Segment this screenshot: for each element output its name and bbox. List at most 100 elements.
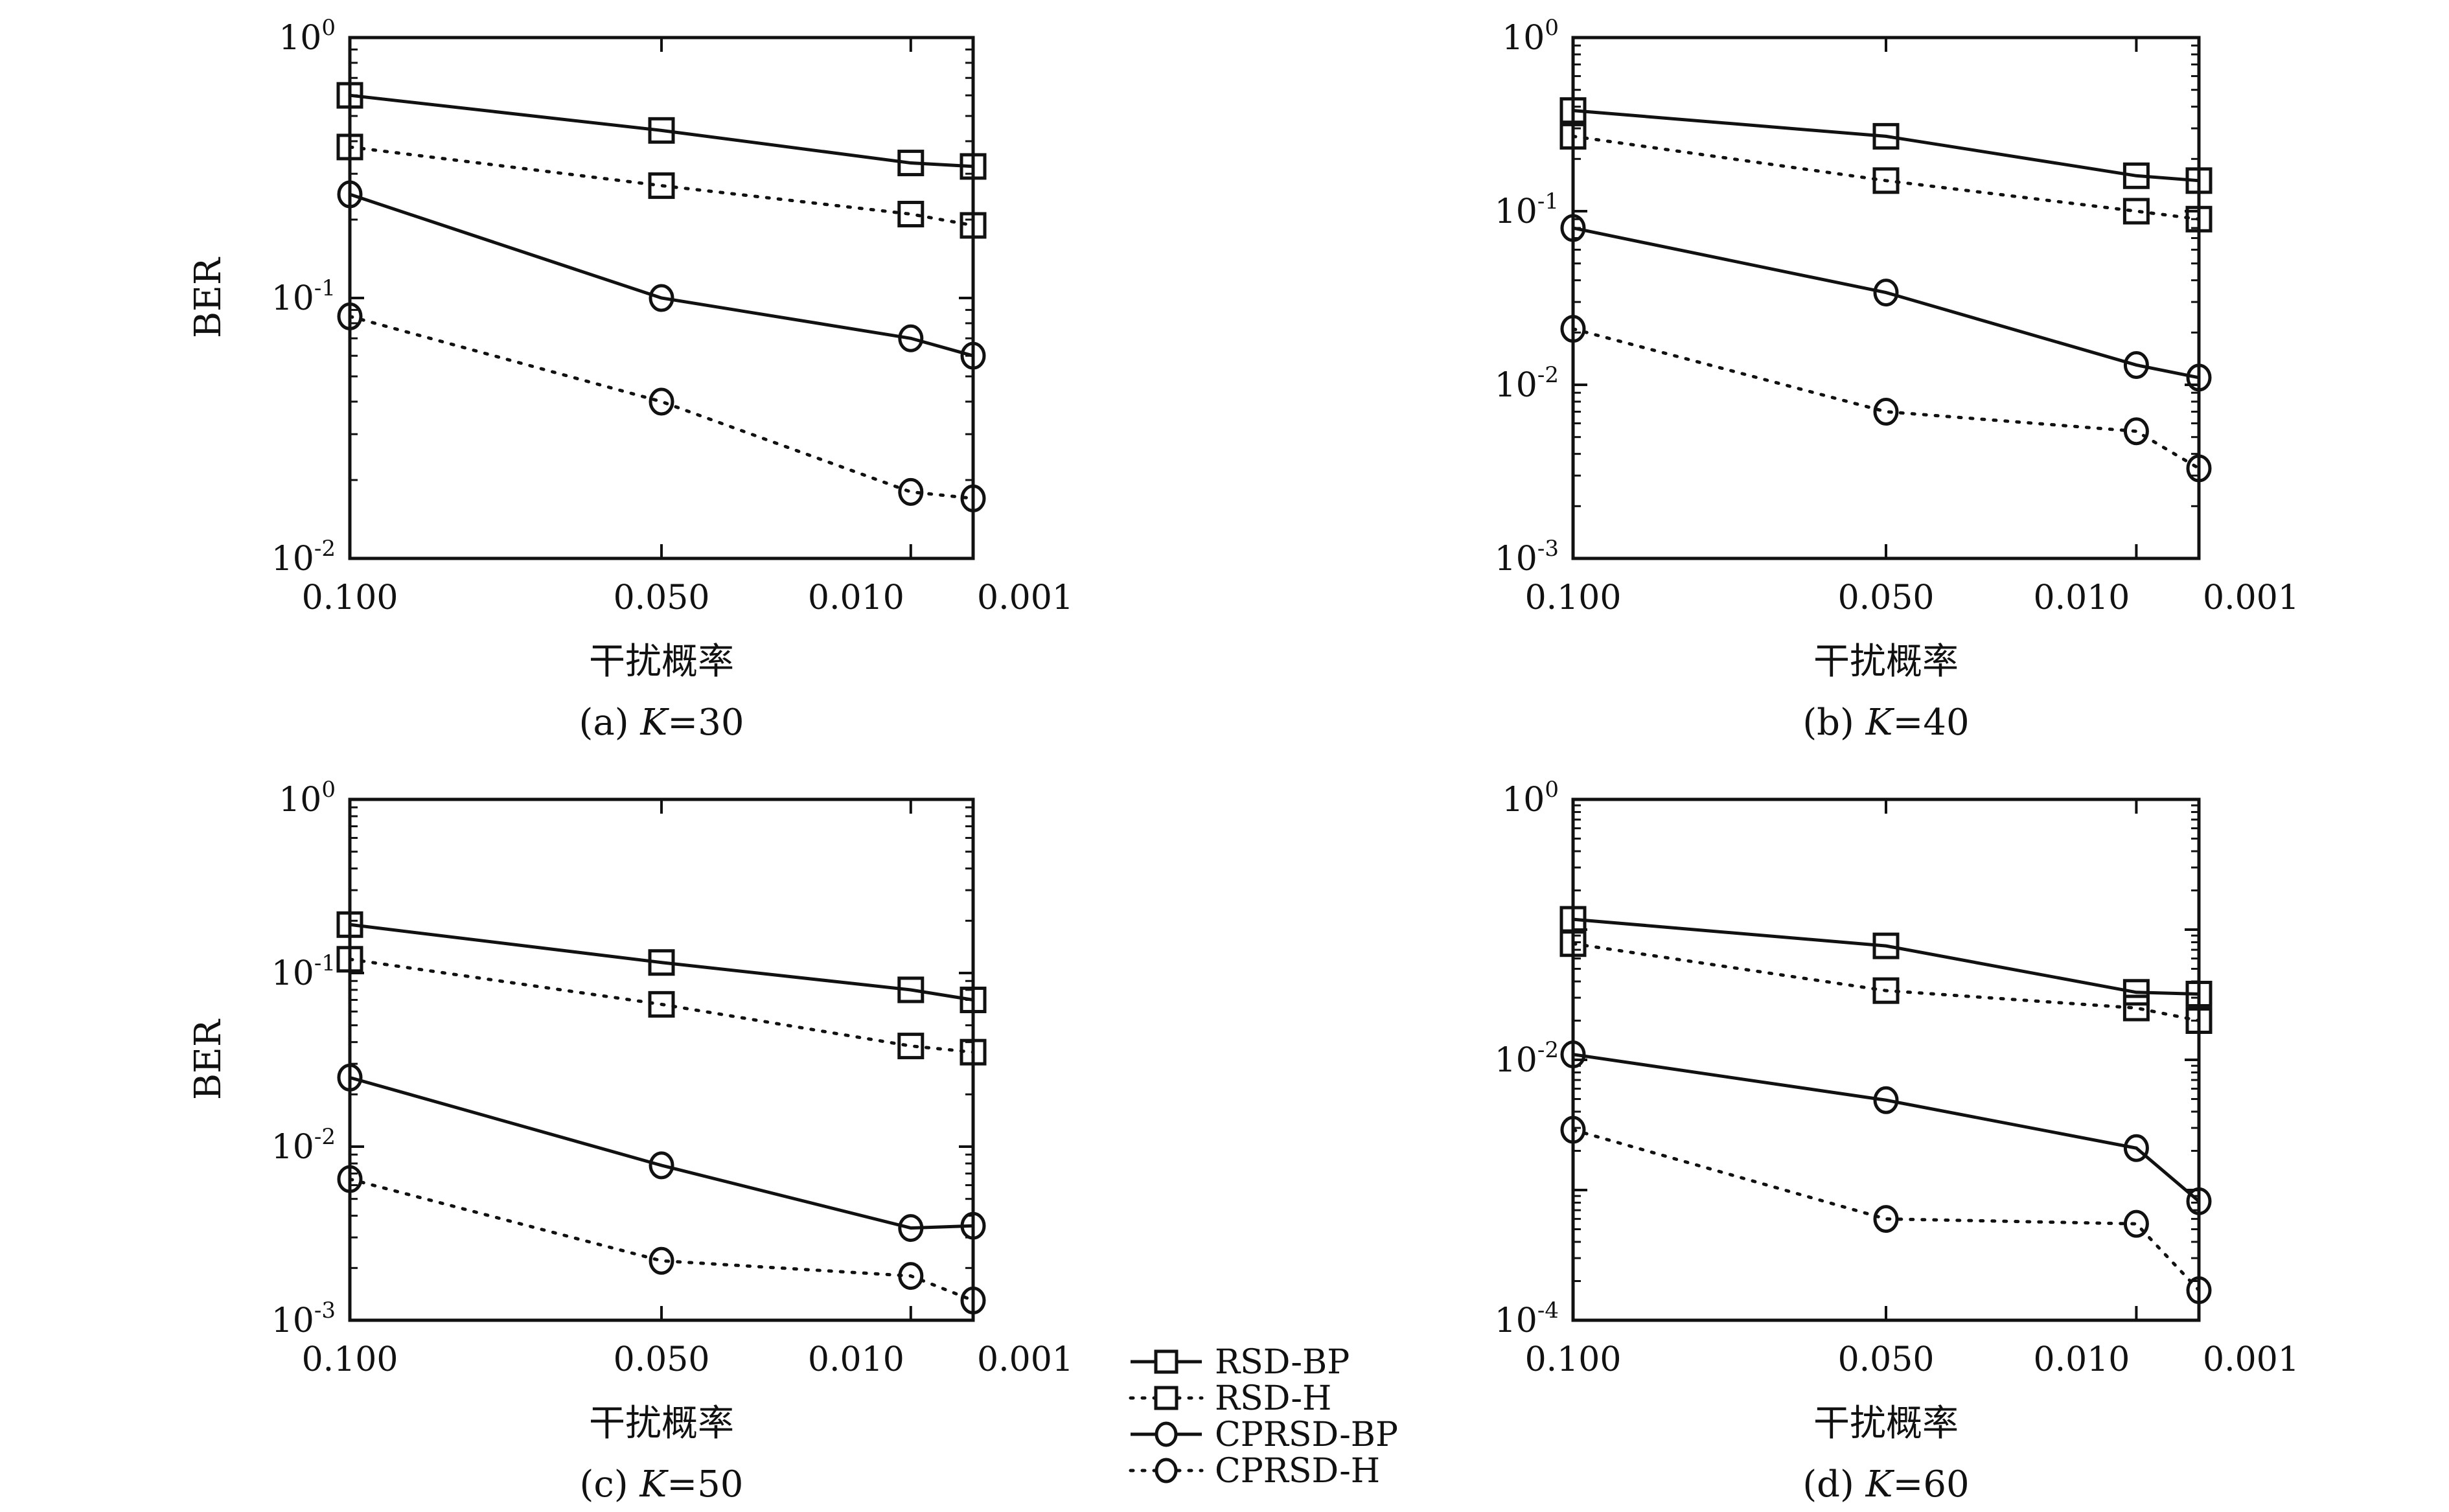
x-tick-label: 0.001 (2203, 1340, 2299, 1379)
data-point-circle (898, 477, 924, 506)
series-RSD-H (1559, 122, 2213, 233)
x-axis-label: 干扰概率 (589, 1403, 734, 1445)
series-line (1572, 917, 2200, 996)
series-line (348, 1177, 975, 1302)
data-point-circle (649, 284, 674, 312)
data-point-circle (1873, 279, 1899, 307)
data-point-square (336, 133, 363, 161)
data-point-square (2122, 198, 2150, 225)
x-tick-label: 0.100 (302, 1340, 398, 1379)
data-point-square (1872, 122, 1900, 150)
series-CPRSD-H (337, 1165, 986, 1314)
subplots: 10-2 10-1 100 0.100 0.050 0.010 0.001 干扰概率 BER (a… (187, 15, 2299, 1506)
subplot-0: 10-2 10-1 100 0.100 0.050 0.010 0.001 干扰概率 BER (a… (187, 15, 1074, 744)
data-point-circle (1873, 1086, 1899, 1114)
data-point-circle (960, 341, 986, 370)
data-point-square (648, 117, 675, 144)
data-point-square (1872, 977, 1900, 1004)
data-point-circle (960, 1286, 986, 1314)
x-tick-label: 0.010 (2034, 1340, 2130, 1379)
y-tick-label: 10-2 (1495, 362, 1559, 405)
legend-marker-circle (1155, 1458, 1178, 1483)
data-point-circle (2186, 1276, 2212, 1305)
y-tick-label: 100 (279, 777, 336, 819)
data-point-square (2185, 980, 2213, 1007)
data-point-square (2122, 979, 2150, 1006)
series-line (1571, 942, 2201, 1022)
y-axis-label: BER (187, 1018, 229, 1100)
data-point-circle (337, 302, 363, 330)
x-axis-label: 干扰概率 (589, 641, 734, 683)
series-line (1572, 226, 2200, 380)
series-line (349, 93, 974, 168)
data-point-circle (960, 1211, 986, 1240)
data-point-circle (337, 1063, 363, 1092)
plot-frame (1571, 797, 2201, 1322)
data-point-square (960, 212, 987, 239)
series-line (1571, 134, 2201, 221)
legend-entry: RSD-BP (1131, 1343, 1350, 1382)
legend-marker-square (1154, 1349, 1179, 1374)
series-CPRSD-H (337, 302, 986, 512)
data-point-square (897, 976, 925, 1003)
y-tick-label: 10-2 (271, 536, 336, 578)
series-line (348, 957, 975, 1054)
legend-label: CPRSD-H (1215, 1452, 1380, 1491)
data-point-square (2185, 1007, 2213, 1034)
y-tick-label: 10-4 (1495, 1298, 1559, 1340)
data-point-circle (898, 324, 924, 352)
x-tick-label: 0.010 (808, 1340, 904, 1379)
subplot-caption: (a) K=30 (579, 702, 744, 744)
series-RSD-H (1559, 930, 2213, 1034)
x-tick-label: 0.001 (977, 578, 1074, 617)
data-point-square (960, 153, 987, 180)
series-line (349, 922, 974, 1002)
data-point-square (648, 949, 675, 976)
data-point-square (1559, 122, 1587, 150)
series-line (1571, 1128, 2201, 1292)
subplot-caption: (c) K=50 (580, 1463, 744, 1506)
data-point-square (648, 172, 675, 200)
data-point-square (648, 991, 675, 1018)
series-line (348, 314, 975, 500)
data-point-circle (2186, 363, 2212, 392)
y-tick-label: 10-3 (1495, 536, 1559, 578)
data-point-square (897, 1033, 925, 1060)
data-point-square (897, 200, 925, 227)
x-tick-label: 0.050 (614, 1340, 710, 1379)
y-tick-label: 10-2 (271, 1124, 336, 1167)
data-point-circle (2123, 417, 2149, 446)
plot-frame (1571, 36, 2201, 560)
data-point-circle (1560, 214, 1586, 242)
legend-marker-circle (1155, 1421, 1178, 1447)
data-point-square (336, 911, 363, 938)
subplot-caption: (b) K=40 (1802, 702, 1969, 744)
series-RSD-BP (336, 911, 987, 1014)
series-line (349, 192, 974, 358)
x-tick-label: 0.100 (1525, 1340, 1622, 1379)
y-tick-label: 100 (1502, 777, 1559, 819)
series-RSD-BP (1559, 97, 2213, 194)
data-point-square (336, 946, 363, 973)
series-line (1572, 1053, 2200, 1203)
data-point-square (336, 82, 363, 109)
y-tick-label: 10-1 (271, 275, 336, 318)
x-tick-label: 0.100 (302, 578, 398, 617)
y-tick-label: 10-1 (1495, 189, 1559, 231)
data-point-circle (2186, 454, 2212, 483)
data-point-square (1559, 930, 1587, 957)
data-point-square (2122, 994, 2150, 1022)
data-point-circle (2186, 1187, 2212, 1215)
x-axis-label: 干扰概率 (1813, 1403, 1959, 1445)
legend-entry: CPRSD-H (1129, 1452, 1380, 1491)
data-point-circle (337, 180, 363, 209)
data-point-circle (1873, 398, 1899, 426)
x-tick-label: 0.050 (614, 578, 710, 617)
data-point-square (2122, 162, 2150, 189)
y-tick-label: 10-2 (1495, 1037, 1559, 1080)
plot-frame (348, 797, 975, 1322)
data-point-square (897, 150, 925, 177)
x-tick-label: 0.001 (2203, 578, 2299, 617)
